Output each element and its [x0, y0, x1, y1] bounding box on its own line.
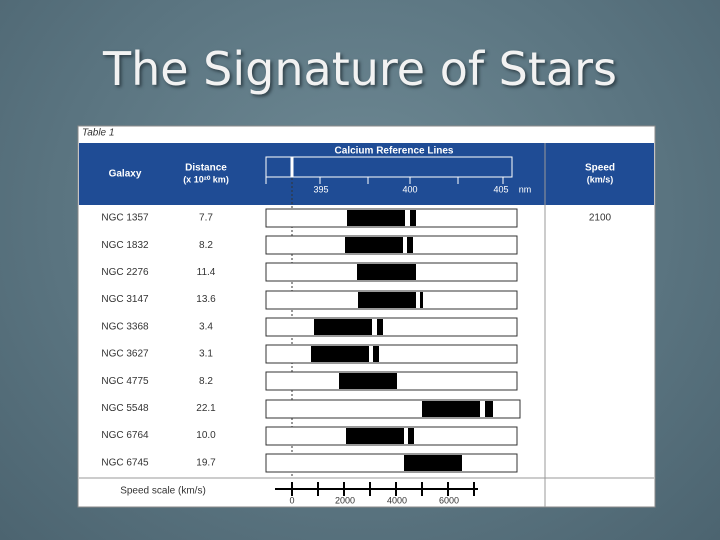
reference-ruler	[265, 156, 513, 184]
distance: 3.1	[199, 349, 213, 360]
distance: 8.2	[199, 240, 213, 251]
scale-tick: 0	[289, 495, 294, 505]
galaxy-name: NGC 1832	[101, 240, 149, 251]
distance: 19.7	[196, 457, 216, 468]
wavelength-unit: nm	[519, 184, 532, 194]
galaxy-name: NGC 5548	[101, 403, 149, 414]
header-lines: Calcium Reference Lines	[335, 146, 454, 157]
scale-label: Speed scale (km/s)	[120, 486, 206, 497]
galaxy-name: NGC 4775	[101, 376, 149, 387]
galaxy-name: NGC 3147	[101, 294, 149, 305]
distance: 7.7	[199, 213, 213, 224]
header-band	[79, 143, 654, 205]
distance: 11.4	[197, 267, 216, 278]
galaxy-name: NGC 6745	[101, 457, 149, 468]
header-distance: Distance	[185, 163, 227, 174]
distance: 3.4	[199, 321, 213, 332]
galaxy-name: NGC 3627	[101, 349, 149, 360]
wavelength-tick: 400	[402, 184, 417, 194]
galaxy-name: NGC 6764	[101, 430, 149, 441]
slide-title: The Signature of Stars	[103, 42, 617, 96]
distance: 10.0	[196, 430, 216, 441]
distance: 22.1	[196, 403, 216, 414]
galaxy-name: NGC 1357	[101, 213, 149, 224]
speed-scale	[275, 482, 478, 496]
wavelength-tick: 405	[493, 184, 508, 194]
distance: 8.2	[199, 376, 213, 387]
scale-tick: 2000	[335, 495, 355, 505]
galaxy-name: NGC 2276	[101, 267, 149, 278]
galaxy-name: NGC 3368	[101, 321, 149, 332]
wavelength-tick: 395	[313, 184, 328, 194]
table-label: Table 1	[82, 128, 114, 139]
header-speed-unit: (km/s)	[587, 174, 614, 184]
speed: 2100	[589, 213, 612, 224]
scale-tick: 4000	[387, 495, 407, 505]
header-galaxy: Galaxy	[109, 169, 142, 180]
absorption-lines	[311, 210, 493, 471]
distance: 13.6	[196, 294, 216, 305]
scale-tick: 6000	[439, 495, 459, 505]
header-distance-unit: (x 10²⁰ km)	[183, 174, 229, 184]
header-speed: Speed	[585, 163, 615, 174]
